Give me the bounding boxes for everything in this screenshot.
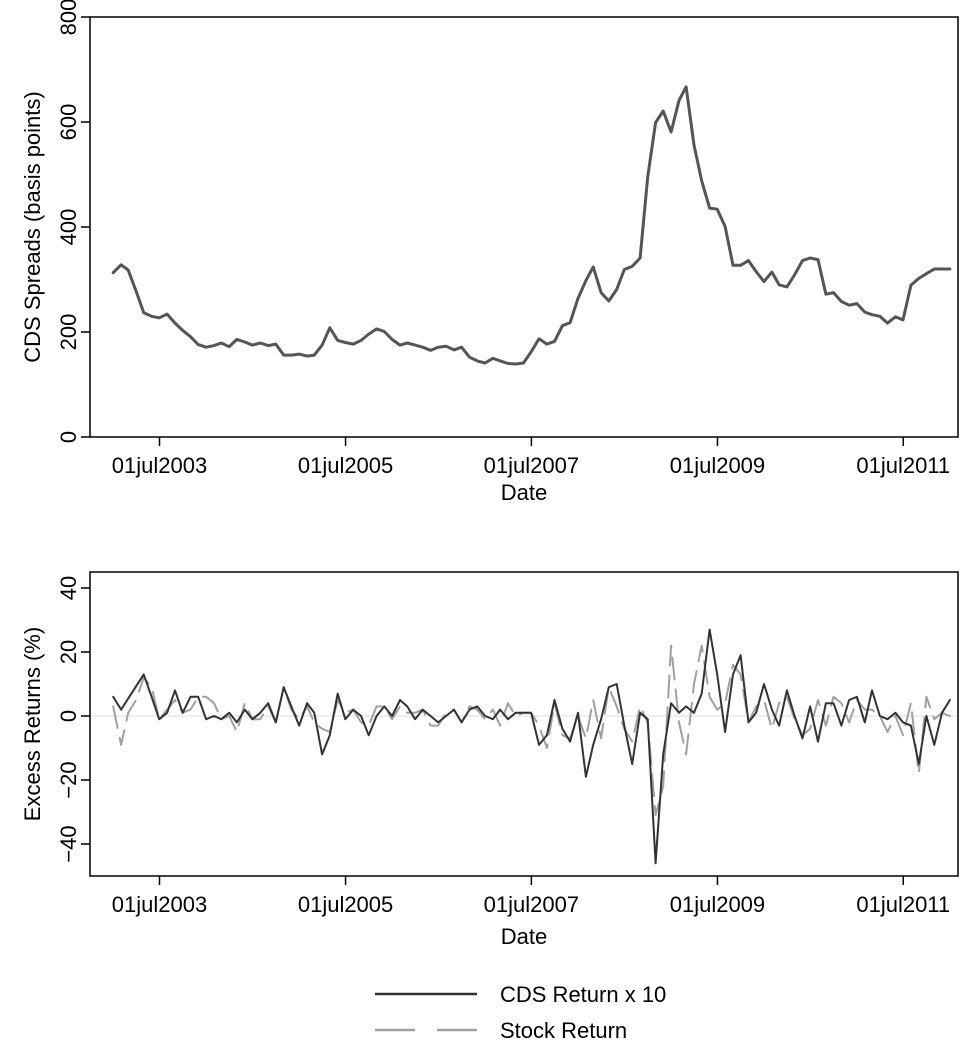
excess-returns-y-tick-label: −20	[56, 761, 81, 798]
legend-label-cds-return: CDS Return x 10	[500, 982, 666, 1007]
excess-returns-y-tick-label: 20	[56, 640, 81, 664]
series-line-cds-return-x-10	[112, 628, 951, 865]
excess-returns-y-tick-label: 0	[56, 710, 81, 722]
excess-returns-x-axis-title: Date	[501, 924, 547, 949]
excess-returns-y-tick-label: 40	[56, 576, 81, 600]
excess-returns-y-axis: −40 −20 0 20 40	[56, 576, 90, 863]
cds-spreads-y-tick-label: 200	[56, 314, 81, 351]
excess-returns-x-tick-label: 01jul2011	[856, 892, 950, 917]
cds-spreads-y-tick-label: 0	[56, 431, 81, 443]
legend-label-stock-return: Stock Return	[500, 1018, 627, 1043]
series-line-cds-spreads	[111, 85, 952, 366]
excess-returns-y-axis-title: Excess Returns (%)	[20, 627, 45, 821]
excess-returns-y-tick-label: −40	[56, 825, 81, 862]
excess-returns-x-tick-label: 01jul2005	[298, 892, 393, 917]
excess-returns-series-layer	[112, 628, 951, 865]
excess-returns-plot-frame	[89, 571, 959, 877]
cds-spreads-x-tick-label: 01jul2005	[298, 453, 393, 478]
excess-returns-x-tick-label: 01jul2003	[112, 892, 207, 917]
cds-spreads-x-axis: 01jul2003 01jul2005 01jul2007 01jul2009 01ju…	[112, 437, 950, 478]
cds-spreads-y-axis-title: CDS Spreads (basis points)	[20, 91, 45, 362]
cds-spreads-x-axis-title: Date	[501, 480, 547, 505]
cds-spreads-x-tick-label: 01jul2003	[112, 453, 207, 478]
cds-spreads-y-tick-label: 600	[56, 104, 81, 141]
cds-spreads-y-axis: 0 200 400 600 800	[56, 0, 90, 443]
cds-spreads-x-tick-label: 01jul2011	[856, 453, 950, 478]
excess-returns-x-tick-label: 01jul2007	[484, 892, 579, 917]
legend: CDS Return x 10 Stock Return	[375, 982, 666, 1043]
cds-spreads-x-tick-label: 01jul2007	[484, 453, 579, 478]
cds-spreads-y-tick-label: 400	[56, 209, 81, 246]
excess-returns-x-axis: 01jul2003 01jul2005 01jul2007 01jul2009 01ju…	[112, 876, 950, 917]
cds-spreads-x-tick-label: 01jul2009	[670, 453, 765, 478]
cds-spreads-y-tick-label: 800	[56, 0, 81, 35]
cds-spreads-series-layer	[111, 85, 952, 366]
excess-returns-x-tick-label: 01jul2009	[670, 892, 765, 917]
